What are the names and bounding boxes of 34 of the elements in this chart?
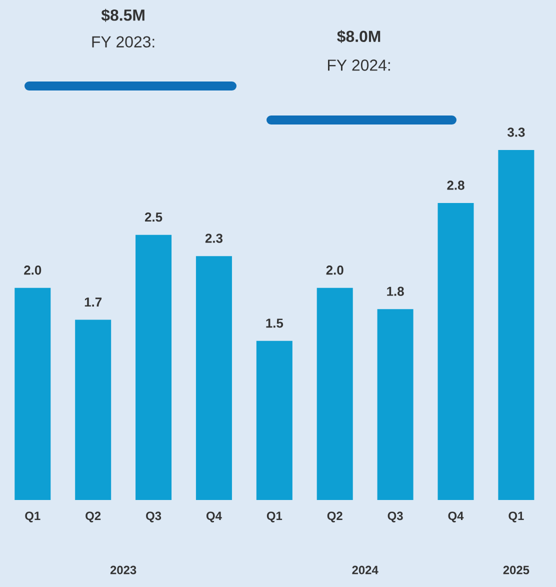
data-label: 1.8 — [387, 286, 404, 296]
text: $8.5M — [101, 8, 144, 22]
bar — [136, 234, 172, 500]
data-label: 2.8 — [447, 180, 464, 190]
data-label: 3.3 — [507, 128, 525, 137]
data-label: 1.5 — [266, 318, 284, 328]
text: FY 2023: — [92, 36, 154, 48]
data-label: 2.3 — [205, 234, 223, 243]
x-tick-label: Q3 — [388, 512, 403, 522]
x-tick-label: Q3 — [146, 512, 162, 522]
data-label: 2.5 — [144, 212, 162, 222]
text: FY 2024: — [328, 60, 390, 71]
x-tick-label: Q2 — [327, 512, 342, 522]
bar — [256, 340, 292, 500]
bar — [316, 288, 353, 500]
x-tick-label: Q1 — [25, 512, 40, 522]
x-tick-label: Q1 — [266, 512, 282, 522]
bar — [438, 203, 474, 500]
x-tick-label: Q4 — [206, 512, 222, 522]
text: $8.0M — [337, 30, 380, 44]
data-label: 2.0 — [326, 266, 344, 275]
text: 2025 — [503, 566, 530, 574]
bar — [196, 256, 232, 500]
x-tick-label: Q4 — [448, 512, 464, 522]
x-tick-label: Q1 — [508, 512, 524, 522]
x-tick-label: Q2 — [86, 512, 101, 522]
bar — [14, 288, 51, 500]
text: 2023 — [110, 566, 136, 574]
bar — [75, 320, 112, 500]
data-label: 2.0 — [24, 266, 42, 275]
text: 2024 — [352, 566, 378, 574]
data-label: 1.7 — [84, 298, 102, 307]
bar — [498, 150, 534, 500]
bar — [377, 309, 414, 500]
